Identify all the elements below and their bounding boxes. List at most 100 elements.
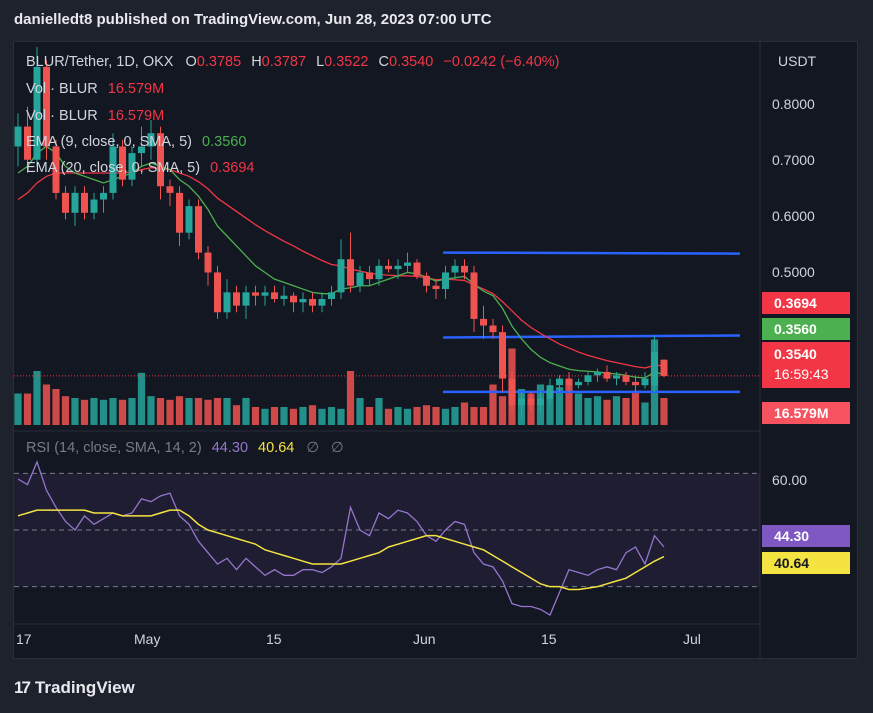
candle-body [632, 381, 639, 386]
volume-bar [479, 407, 488, 425]
volume-bar [337, 408, 345, 425]
low-label: L [316, 54, 325, 70]
candle-body [81, 192, 88, 213]
symbol-name[interactable]: BLUR/Tether, 1D, OKX [26, 54, 174, 70]
candle-body [33, 66, 41, 160]
volume-bar [441, 408, 450, 425]
volume-bar [451, 407, 459, 425]
candle-body [176, 192, 183, 233]
candle-body [499, 332, 506, 379]
volume-bar [223, 398, 231, 425]
high-value: 0.3787 [261, 54, 307, 70]
volume-label-1[interactable]: Vol · BLUR [26, 81, 98, 97]
candle-body [318, 299, 326, 306]
volume-bar [498, 396, 507, 425]
tradingview-logo[interactable]: 17 TradingView [14, 678, 135, 698]
volume-bar [251, 407, 260, 425]
price-tick-2: 0.6000 [772, 208, 815, 224]
candle-body [157, 133, 164, 187]
volume-bar [460, 402, 469, 425]
volume-bar [242, 398, 250, 425]
candle-body [622, 375, 630, 382]
volume-bar [99, 399, 108, 425]
candle-body [347, 259, 354, 286]
candle-body [223, 292, 231, 313]
candle-body [366, 272, 373, 280]
close-price-value: 0.3540 [774, 346, 817, 362]
candle-body [119, 146, 126, 180]
volume-bar [42, 384, 51, 425]
candle-body [43, 66, 50, 147]
volume-bar [270, 407, 279, 425]
rsi-extra-2: ∅ [331, 440, 344, 456]
resistance-line [442, 251, 741, 255]
ema20-price-tag: 0.3694 [762, 292, 850, 314]
volume-bar [156, 398, 165, 425]
rsi-tag: 44.30 [762, 525, 850, 547]
volume-bar [137, 372, 146, 425]
ema9-legend: EMA (9, close, 0, SMA, 5) 0.3560 [26, 134, 246, 150]
volume-bar [23, 393, 32, 425]
volume-bar [71, 398, 79, 425]
candle-body [252, 292, 259, 296]
candle-body [375, 265, 383, 280]
candle-body [147, 133, 155, 147]
volume-bar [213, 398, 222, 425]
volume-bar [470, 407, 478, 425]
candle-body [52, 146, 60, 193]
high-label: H [251, 54, 262, 70]
tradingview-logo-text: TradingView [34, 678, 135, 697]
rsi-legend: RSI (14, close, SMA, 14, 2) 44.30 40.64 … [26, 440, 344, 456]
candle-body [109, 146, 117, 193]
candle-body [413, 262, 421, 276]
candle-body [261, 292, 269, 296]
volume-bar [375, 398, 383, 425]
symbol-legend: BLUR/Tether, 1D, OKX O0.3785 H0.3787 L0.… [26, 54, 560, 70]
currency-label: USDT [778, 53, 817, 69]
price-tick-0: 0.8000 [772, 96, 815, 112]
rsi-label[interactable]: RSI (14, close, SMA, 14, 2) [26, 440, 202, 456]
candle-body [546, 385, 554, 399]
volume-bar [80, 399, 89, 425]
candle-body [204, 252, 212, 273]
candle-body [71, 192, 79, 213]
volume-label-2[interactable]: Vol · BLUR [26, 108, 98, 124]
price-tick-1: 0.7000 [772, 152, 815, 168]
candle-body [470, 272, 478, 319]
candle-body [128, 153, 136, 180]
candle-body [651, 352, 658, 386]
candle-body [584, 375, 592, 382]
volume-bar [489, 384, 497, 425]
price-tick-3: 0.5000 [772, 264, 815, 280]
publish-line: danielledt8 published on TradingView.com… [14, 11, 492, 28]
candle-body [328, 292, 335, 299]
candle-body [195, 206, 202, 253]
time-label-1: May [134, 631, 161, 647]
candle-body [185, 206, 193, 233]
volume-bar [261, 408, 269, 425]
candle-body [489, 325, 497, 333]
candle-body [527, 398, 535, 406]
volume-bar [128, 398, 136, 425]
volume-bar [384, 408, 393, 425]
ema9-price-tag: 0.3560 [762, 318, 850, 340]
ema20-label[interactable]: EMA (20, close, 0, SMA, 5) [26, 160, 201, 176]
volume-bar [631, 390, 640, 425]
ema9-label[interactable]: EMA (9, close, 0, SMA, 5) [26, 134, 192, 150]
candle-body [62, 192, 69, 213]
volume-bar [413, 407, 421, 425]
volume-bar [422, 405, 431, 425]
candle-body [290, 295, 297, 303]
volume-bar [147, 396, 155, 425]
candle-body [299, 299, 307, 303]
candle-body [423, 275, 430, 286]
close-price-tag: 0.3540 16:59:43 [762, 342, 850, 388]
volume-legend-1: Vol · BLUR 16.579M [26, 81, 164, 97]
volume-bar [565, 384, 573, 425]
candle-body [594, 371, 601, 376]
time-label-2: 15 [266, 631, 282, 647]
candle-body [575, 381, 582, 386]
volume-tag: 16.579M [762, 402, 850, 424]
volume-bar [175, 396, 184, 425]
